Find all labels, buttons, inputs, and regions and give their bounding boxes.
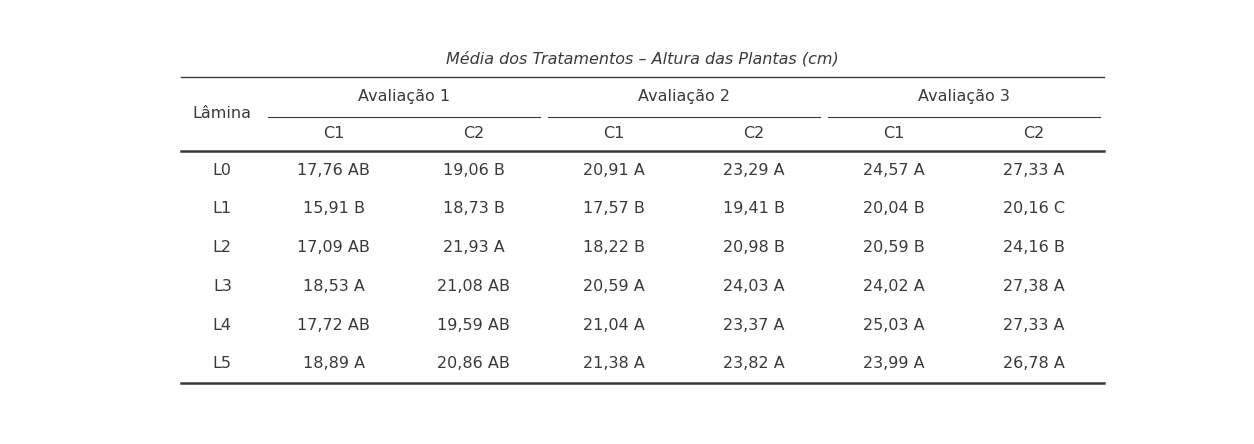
Text: C2: C2 bbox=[744, 126, 765, 141]
Text: 21,38 A: 21,38 A bbox=[583, 357, 645, 371]
Text: 23,99 A: 23,99 A bbox=[863, 357, 925, 371]
Text: 27,38 A: 27,38 A bbox=[1003, 279, 1065, 294]
Text: 20,86 AB: 20,86 AB bbox=[438, 357, 510, 371]
Text: 20,91 A: 20,91 A bbox=[583, 163, 645, 178]
Text: 25,03 A: 25,03 A bbox=[863, 317, 925, 333]
Text: 21,04 A: 21,04 A bbox=[583, 317, 645, 333]
Text: 17,76 AB: 17,76 AB bbox=[297, 163, 370, 178]
Text: C2: C2 bbox=[1023, 126, 1045, 141]
Text: L2: L2 bbox=[213, 240, 232, 255]
Text: 17,57 B: 17,57 B bbox=[583, 201, 645, 216]
Text: 15,91 B: 15,91 B bbox=[302, 201, 365, 216]
Text: 23,29 A: 23,29 A bbox=[724, 163, 785, 178]
Text: 21,93 A: 21,93 A bbox=[443, 240, 504, 255]
Text: 19,59 AB: 19,59 AB bbox=[438, 317, 510, 333]
Text: 24,57 A: 24,57 A bbox=[863, 163, 925, 178]
Text: 19,41 B: 19,41 B bbox=[724, 201, 785, 216]
Text: 20,59 B: 20,59 B bbox=[863, 240, 925, 255]
Text: C2: C2 bbox=[463, 126, 484, 141]
Text: 24,03 A: 24,03 A bbox=[724, 279, 785, 294]
Text: Avaliação 1: Avaliação 1 bbox=[357, 89, 450, 104]
Text: Média dos Tratamentos – Altura das Plantas (cm): Média dos Tratamentos – Altura das Plant… bbox=[446, 51, 839, 66]
Text: Avaliação 3: Avaliação 3 bbox=[918, 89, 1011, 104]
Text: 17,72 AB: 17,72 AB bbox=[297, 317, 370, 333]
Text: 18,73 B: 18,73 B bbox=[443, 201, 505, 216]
Text: 20,59 A: 20,59 A bbox=[583, 279, 645, 294]
Text: L5: L5 bbox=[213, 357, 232, 371]
Text: 24,02 A: 24,02 A bbox=[863, 279, 925, 294]
Text: 24,16 B: 24,16 B bbox=[1003, 240, 1065, 255]
Text: 20,16 C: 20,16 C bbox=[1003, 201, 1065, 216]
Text: 20,04 B: 20,04 B bbox=[863, 201, 925, 216]
Text: 17,09 AB: 17,09 AB bbox=[297, 240, 370, 255]
Text: 19,06 B: 19,06 B bbox=[443, 163, 505, 178]
Text: 21,08 AB: 21,08 AB bbox=[438, 279, 510, 294]
Text: 20,98 B: 20,98 B bbox=[724, 240, 785, 255]
Text: Avaliação 2: Avaliação 2 bbox=[638, 89, 730, 104]
Text: L4: L4 bbox=[213, 317, 232, 333]
Text: C1: C1 bbox=[603, 126, 624, 141]
Text: C1: C1 bbox=[884, 126, 905, 141]
Text: 18,22 B: 18,22 B bbox=[583, 240, 645, 255]
Text: Lâmina: Lâmina bbox=[193, 107, 252, 122]
Text: L3: L3 bbox=[213, 279, 232, 294]
Text: C1: C1 bbox=[324, 126, 345, 141]
Text: 23,37 A: 23,37 A bbox=[724, 317, 785, 333]
Text: 26,78 A: 26,78 A bbox=[1003, 357, 1065, 371]
Text: L0: L0 bbox=[213, 163, 232, 178]
Text: 23,82 A: 23,82 A bbox=[724, 357, 785, 371]
Text: L1: L1 bbox=[213, 201, 232, 216]
Text: 18,89 A: 18,89 A bbox=[302, 357, 365, 371]
Text: 18,53 A: 18,53 A bbox=[302, 279, 365, 294]
Text: 27,33 A: 27,33 A bbox=[1003, 163, 1065, 178]
Text: 27,33 A: 27,33 A bbox=[1003, 317, 1065, 333]
